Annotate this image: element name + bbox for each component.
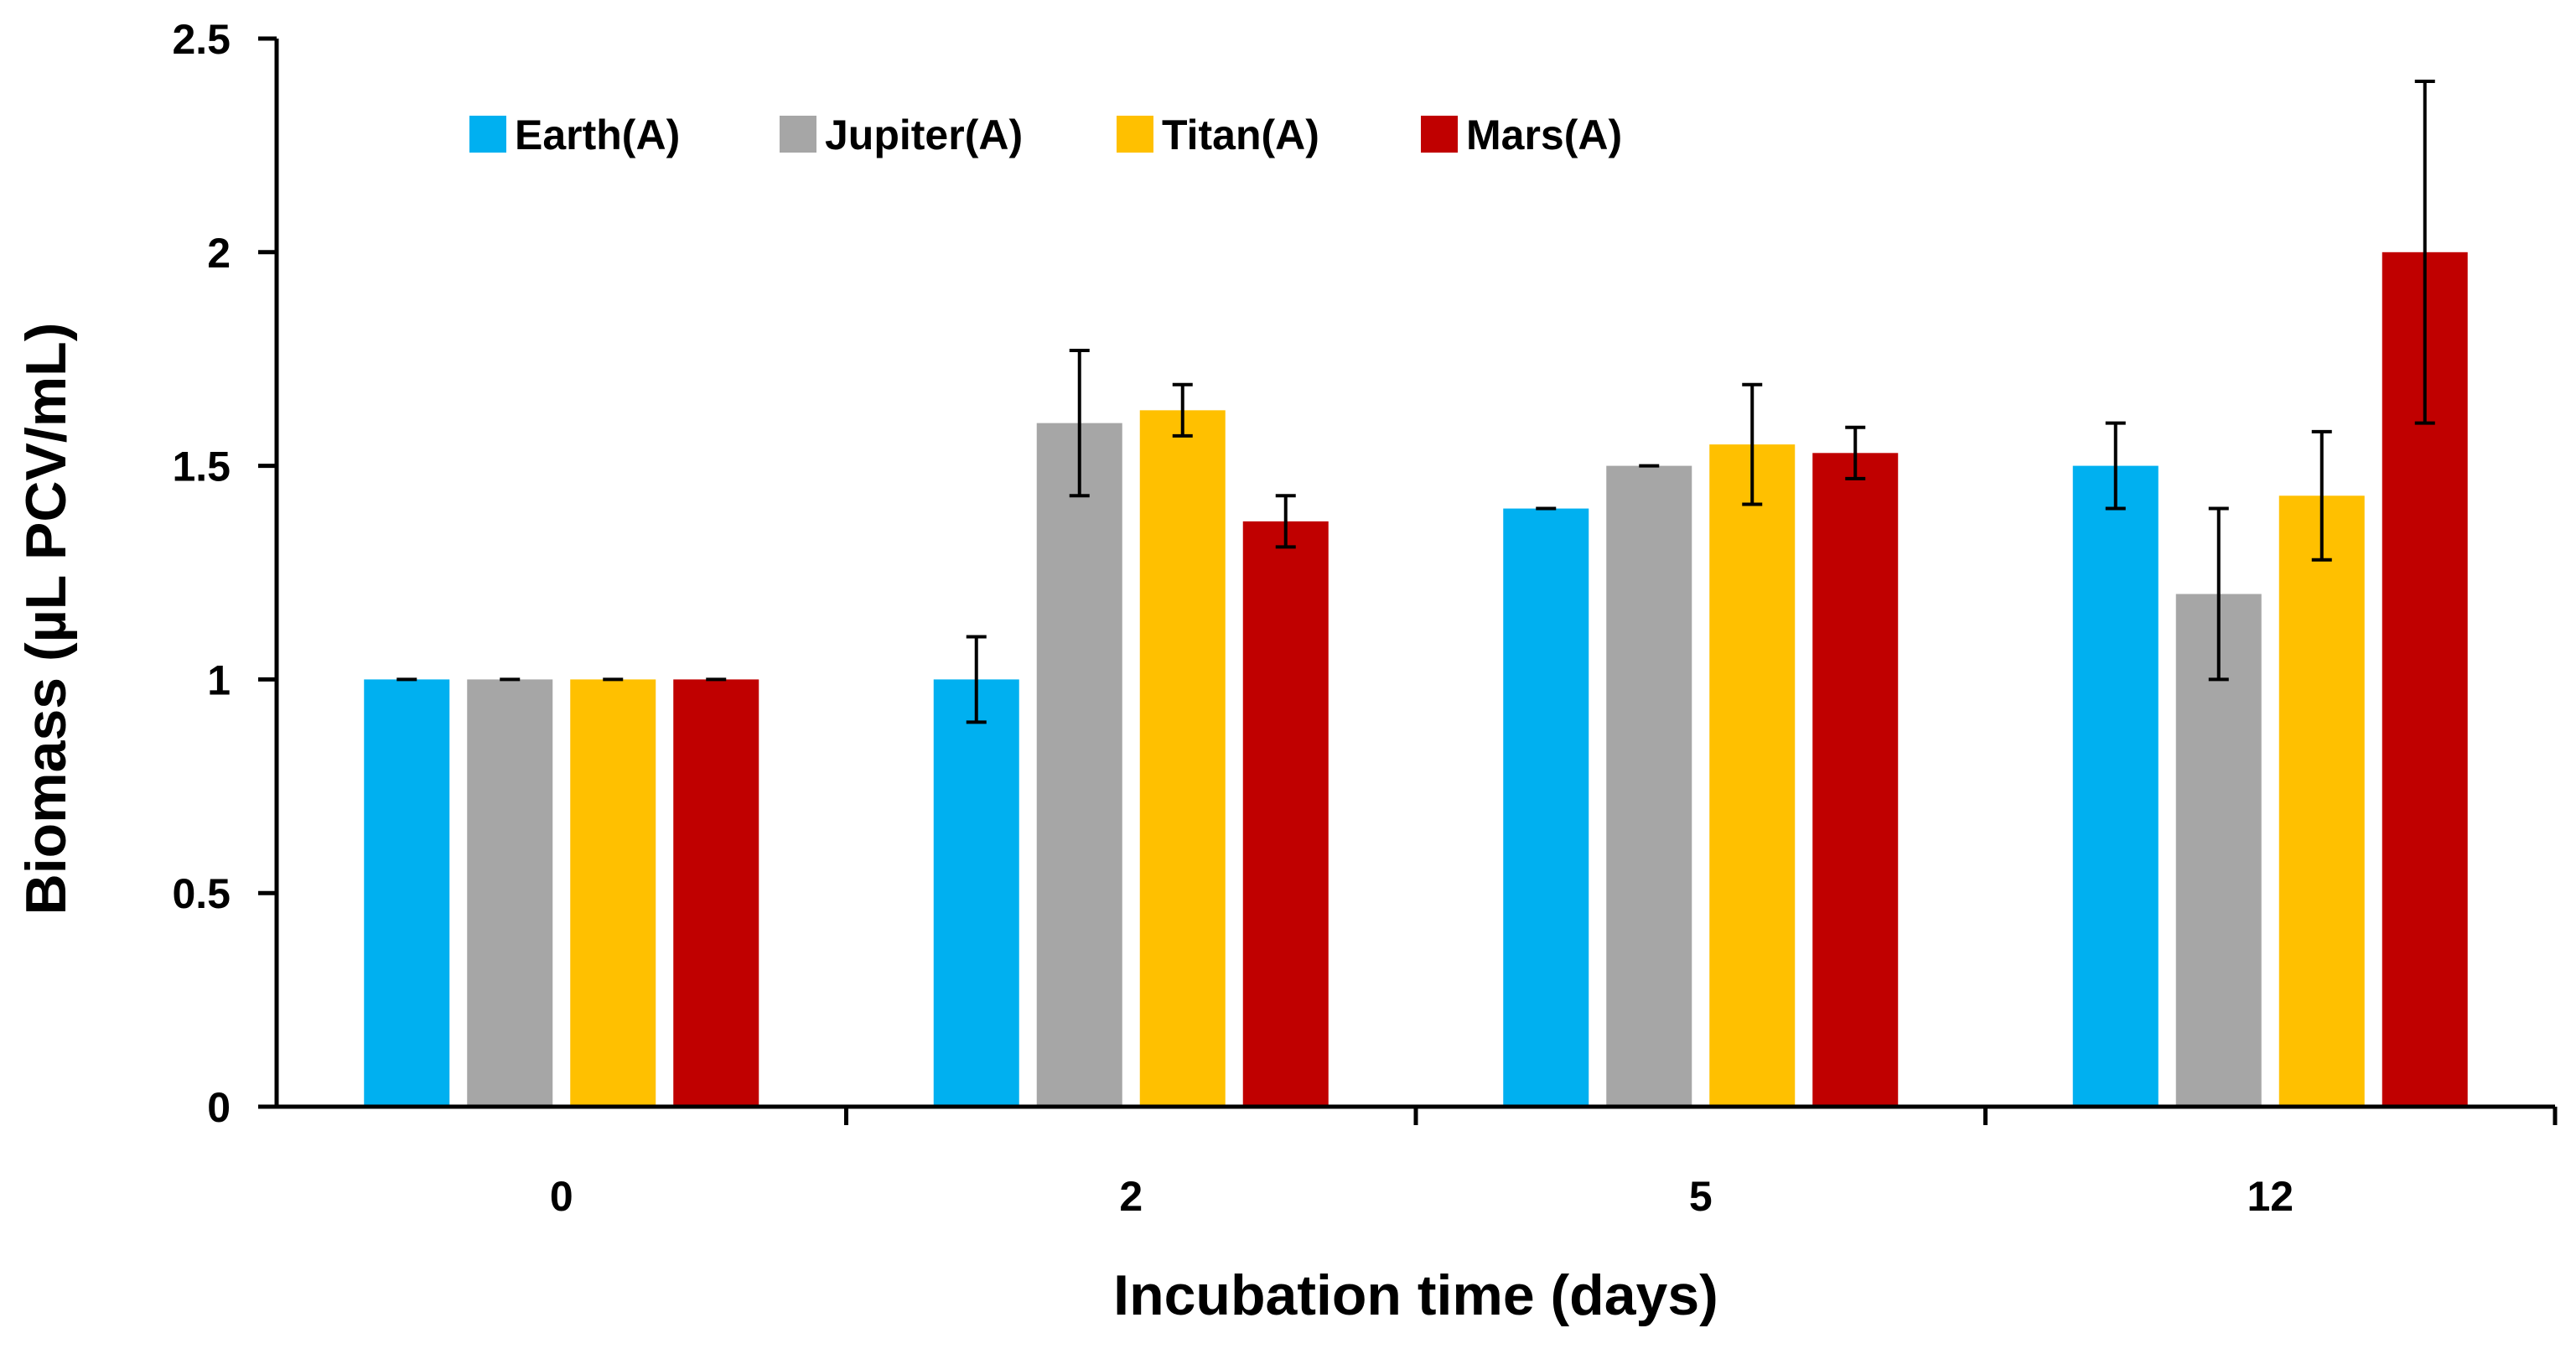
bar-eartha-day-0 bbox=[364, 679, 450, 1107]
error-bar bbox=[2414, 79, 2435, 425]
y-tick-label: 1 bbox=[207, 656, 231, 703]
y-tick-label: 0 bbox=[207, 1084, 231, 1131]
error-bar bbox=[1069, 349, 1090, 498]
bar-jupitera-day-5 bbox=[1606, 465, 1692, 1107]
bar-eartha-day-2 bbox=[933, 679, 1019, 1107]
bar-titana-day-2 bbox=[1139, 410, 1226, 1107]
legend: Earth(A) Jupiter(A) Titan(A) Mars(A) bbox=[469, 112, 1622, 158]
bar-titana-day-0 bbox=[570, 679, 656, 1107]
bar-marsa-day-0 bbox=[673, 679, 759, 1107]
bar-marsa-day-5 bbox=[1812, 453, 1899, 1107]
y-tick-label: 1.5 bbox=[172, 444, 231, 490]
x-ticks-group: 0 2 5 12 bbox=[550, 1107, 2558, 1220]
error-bar bbox=[1275, 494, 1296, 549]
legend-label: Mars(A) bbox=[1466, 112, 1622, 158]
x-tick-label: 2 bbox=[1119, 1173, 1143, 1220]
y-tick-label: 0.5 bbox=[172, 870, 231, 917]
legend-swatch bbox=[469, 116, 506, 153]
bar-titana-day-12 bbox=[2278, 495, 2365, 1107]
y-axis-title: Biomass (µL PCV/mL) bbox=[14, 323, 78, 916]
y-tick-label: 2.5 bbox=[172, 16, 231, 63]
error-bar bbox=[1742, 382, 1763, 506]
x-tick-label: 12 bbox=[2247, 1173, 2294, 1220]
bar-eartha-day-12 bbox=[2072, 465, 2159, 1107]
y-ticks-group: 0 0.5 1 1.5 2 2.5 bbox=[172, 16, 277, 1131]
error-bar bbox=[2208, 506, 2229, 682]
bar-titana-day-5 bbox=[1709, 444, 1796, 1107]
legend-label: Earth(A) bbox=[515, 112, 680, 158]
error-bar bbox=[2311, 429, 2332, 562]
error-bar bbox=[1172, 382, 1193, 438]
legend-swatch bbox=[780, 116, 816, 153]
bar-marsa-day-2 bbox=[1242, 521, 1329, 1107]
bar-jupitera-day-2 bbox=[1036, 423, 1122, 1107]
legend-label: Jupiter(A) bbox=[825, 112, 1023, 158]
legend-label: Titan(A) bbox=[1162, 112, 1319, 158]
legend-swatch bbox=[1117, 116, 1153, 153]
x-tick-label: 0 bbox=[550, 1173, 573, 1220]
error-bar bbox=[2105, 421, 2126, 511]
y-tick-label: 2 bbox=[207, 230, 231, 277]
error-bar bbox=[1845, 425, 1866, 480]
error-bars-group bbox=[397, 79, 2435, 724]
bar-jupitera-day-0 bbox=[467, 679, 553, 1107]
x-tick-label: 5 bbox=[1689, 1173, 1713, 1220]
legend-swatch bbox=[1421, 116, 1458, 153]
x-axis-title: Incubation time (days) bbox=[1113, 1263, 1718, 1327]
bar-eartha-day-5 bbox=[1503, 508, 1589, 1107]
bars-group bbox=[364, 252, 2468, 1107]
error-bar bbox=[966, 635, 987, 724]
